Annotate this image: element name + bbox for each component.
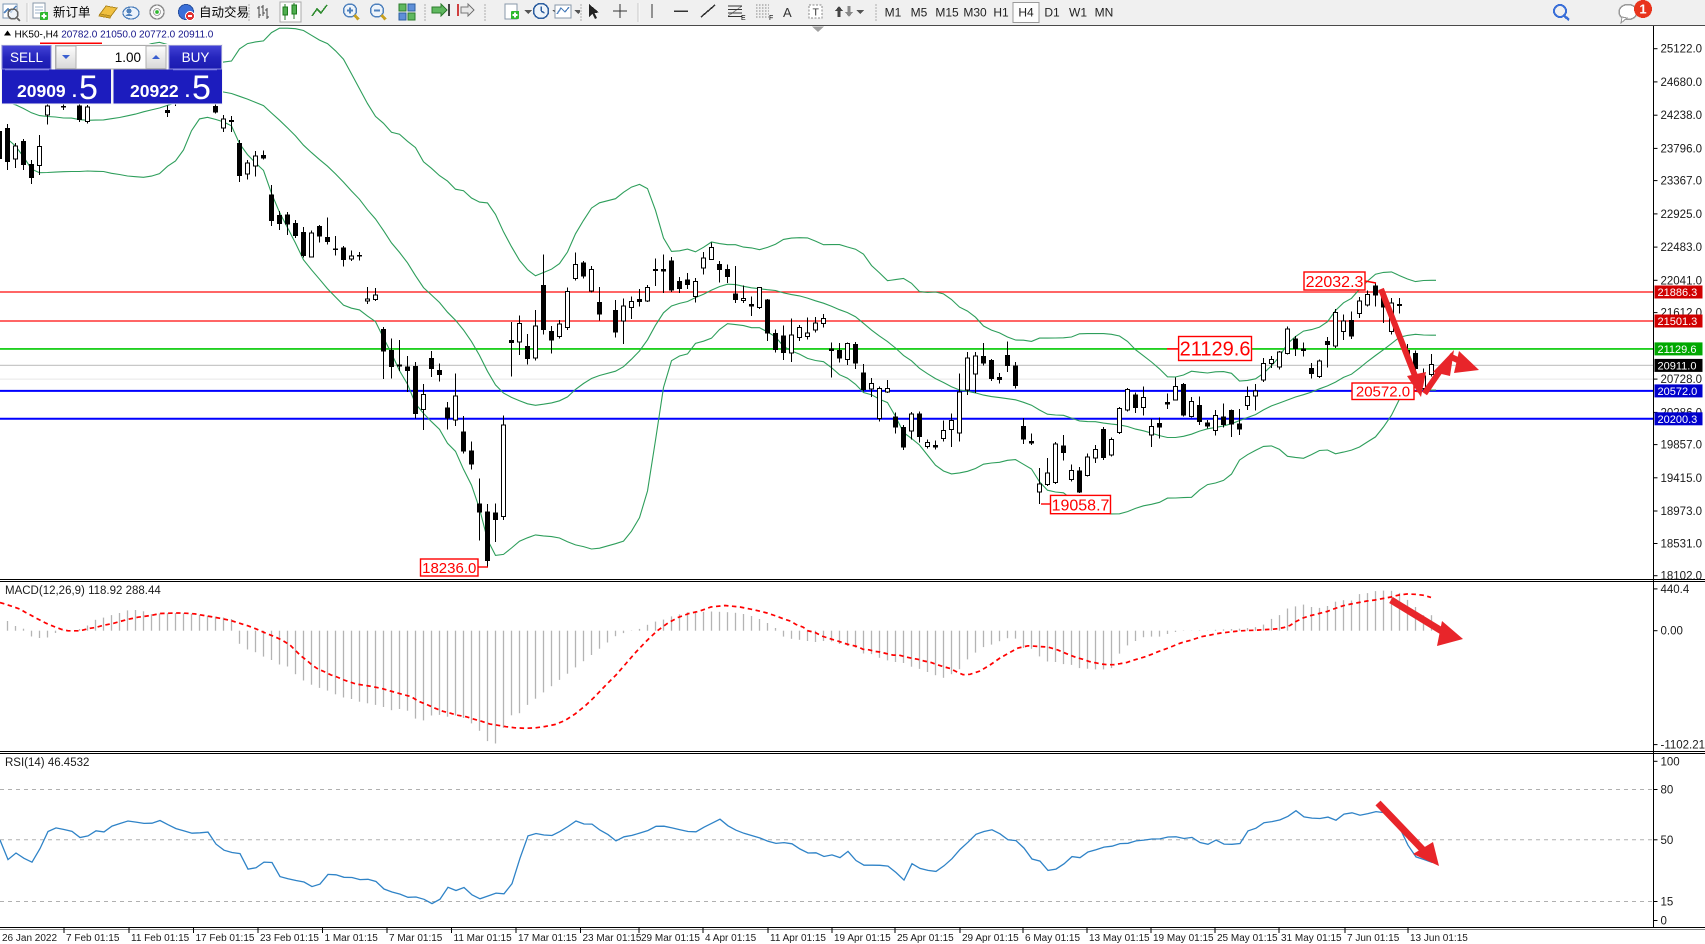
- svg-text:25122.0: 25122.0: [1661, 44, 1703, 56]
- svg-text:18102.0: 18102.0: [1661, 571, 1703, 583]
- svg-text:W1: W1: [1069, 6, 1087, 20]
- svg-text:E: E: [741, 15, 746, 22]
- svg-text:22032.3: 22032.3: [1306, 274, 1364, 291]
- svg-text:1 Mar 01:15: 1 Mar 01:15: [325, 933, 379, 944]
- svg-text:100: 100: [1661, 756, 1680, 768]
- svg-text:18973.0: 18973.0: [1661, 506, 1703, 518]
- svg-text:20572.0: 20572.0: [1356, 384, 1410, 401]
- svg-text:31 May 01:15: 31 May 01:15: [1281, 933, 1342, 944]
- svg-text:25 Apr 01:15: 25 Apr 01:15: [897, 933, 954, 944]
- svg-text:20572.0: 20572.0: [1658, 386, 1698, 398]
- svg-text:5: 5: [192, 69, 211, 107]
- svg-text:-1102.21: -1102.21: [1661, 740, 1705, 752]
- svg-text:11 Apr 01:15: 11 Apr 01:15: [770, 933, 826, 944]
- svg-text:15: 15: [1661, 897, 1674, 909]
- svg-text:F: F: [769, 15, 773, 22]
- svg-text:23 Feb 01:15: 23 Feb 01:15: [260, 933, 319, 944]
- svg-text:5: 5: [79, 69, 98, 107]
- svg-text:0.00: 0.00: [1661, 626, 1683, 638]
- svg-text:13 Jun 01:15: 13 Jun 01:15: [1410, 933, 1468, 944]
- svg-text:22041.0: 22041.0: [1661, 275, 1703, 287]
- svg-text:SELL: SELL: [10, 50, 44, 65]
- svg-text:0: 0: [1661, 916, 1667, 928]
- svg-text:M1: M1: [885, 6, 902, 20]
- svg-text:24238.0: 24238.0: [1661, 110, 1703, 122]
- svg-text:M15: M15: [935, 6, 959, 20]
- svg-text:21501.3: 21501.3: [1658, 316, 1698, 328]
- svg-text:6 May 01:15: 6 May 01:15: [1025, 933, 1080, 944]
- svg-text:11 Mar 01:15: 11 Mar 01:15: [454, 933, 513, 944]
- svg-text:21886.3: 21886.3: [1658, 287, 1698, 299]
- svg-text:23 Mar 01:15: 23 Mar 01:15: [583, 933, 642, 944]
- svg-text:19857.0: 19857.0: [1661, 440, 1703, 452]
- svg-text:20922: 20922: [130, 81, 179, 101]
- svg-text:19 May 01:15: 19 May 01:15: [1153, 933, 1214, 944]
- svg-text:HK50-,H4 20782.0 21050.0 2077: HK50-,H4 20782.0 21050.0 20772.0 20911.0: [15, 30, 214, 41]
- svg-text:17 Feb 01:15: 17 Feb 01:15: [196, 933, 255, 944]
- svg-text:21129.6: 21129.6: [1658, 344, 1697, 356]
- svg-text:BUY: BUY: [182, 50, 210, 65]
- svg-text:20728.0: 20728.0: [1661, 374, 1703, 386]
- svg-text:26 Jan 2022: 26 Jan 2022: [2, 933, 57, 944]
- svg-text:M30: M30: [963, 6, 987, 20]
- svg-text:MACD(12,26,9) 118.92 288.44: MACD(12,26,9) 118.92 288.44: [5, 585, 161, 597]
- svg-text:MN: MN: [1095, 6, 1114, 20]
- svg-text:T: T: [813, 7, 820, 19]
- svg-text:.: .: [72, 81, 77, 101]
- svg-text:19415.0: 19415.0: [1661, 473, 1703, 485]
- svg-text:22483.0: 22483.0: [1661, 242, 1703, 254]
- svg-text:18236.0: 18236.0: [422, 560, 476, 577]
- svg-text:D1: D1: [1044, 6, 1060, 20]
- svg-text:24680.0: 24680.0: [1661, 77, 1703, 89]
- svg-text:23796.0: 23796.0: [1661, 143, 1703, 155]
- svg-text:7 Mar 01:15: 7 Mar 01:15: [389, 933, 443, 944]
- svg-text:29 Mar 01:15: 29 Mar 01:15: [641, 933, 700, 944]
- svg-text:A: A: [783, 5, 792, 20]
- svg-text:1.00: 1.00: [115, 50, 141, 65]
- svg-text:13 May 01:15: 13 May 01:15: [1089, 933, 1150, 944]
- svg-text:18531.0: 18531.0: [1661, 539, 1703, 551]
- svg-text:7 Feb 01:15: 7 Feb 01:15: [66, 933, 120, 944]
- svg-text:20911.0: 20911.0: [1658, 360, 1697, 372]
- svg-text:7 Jun 01:15: 7 Jun 01:15: [1347, 933, 1400, 944]
- svg-text:29 Apr 01:15: 29 Apr 01:15: [962, 933, 1019, 944]
- svg-text:50: 50: [1661, 835, 1674, 847]
- svg-text:11 Feb 01:15: 11 Feb 01:15: [131, 933, 190, 944]
- svg-text:自动交易: 自动交易: [199, 5, 249, 20]
- svg-text:H4: H4: [1018, 6, 1034, 20]
- svg-text:80: 80: [1661, 785, 1674, 797]
- svg-text:440.4: 440.4: [1661, 584, 1690, 596]
- svg-text:.: .: [185, 81, 190, 101]
- svg-text:19058.7: 19058.7: [1052, 497, 1110, 514]
- svg-text:RSI(14) 46.4532: RSI(14) 46.4532: [5, 757, 89, 769]
- svg-text:19 Apr 01:15: 19 Apr 01:15: [834, 933, 891, 944]
- svg-text:20200.3: 20200.3: [1658, 414, 1698, 426]
- svg-text:21129.6: 21129.6: [1180, 339, 1251, 361]
- svg-text:22925.0: 22925.0: [1661, 209, 1703, 221]
- svg-text:20909: 20909: [17, 81, 66, 101]
- svg-text:1: 1: [1639, 2, 1646, 17]
- svg-text:H1: H1: [993, 6, 1009, 20]
- svg-text:17 Mar 01:15: 17 Mar 01:15: [518, 933, 577, 944]
- svg-text:23367.0: 23367.0: [1661, 176, 1703, 188]
- svg-text:新订单: 新订单: [53, 5, 91, 20]
- svg-text:25 May 01:15: 25 May 01:15: [1217, 933, 1278, 944]
- svg-text:M5: M5: [911, 6, 928, 20]
- svg-text:4 Apr 01:15: 4 Apr 01:15: [705, 933, 757, 944]
